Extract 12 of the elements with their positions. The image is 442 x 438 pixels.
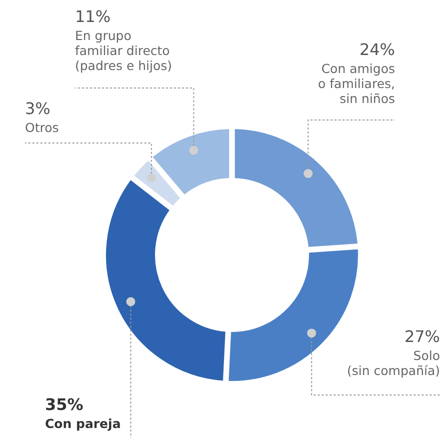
data-label: 24%: [359, 40, 395, 59]
data-label: 3%: [25, 99, 50, 118]
slice-label: Con amigos o familiares, sin niños: [318, 61, 395, 106]
slice-label: Otros: [25, 120, 59, 135]
data-label: 35%: [45, 395, 84, 414]
slice-label: Solo (sin compañía): [347, 348, 440, 378]
donut-slice: [150, 127, 232, 197]
data-label: 11%: [75, 7, 111, 26]
slice-label: En grupo familiar directo (padres e hijos): [75, 28, 172, 73]
data-label: 27%: [404, 327, 440, 346]
donut-slice: [132, 158, 183, 208]
slice-label: Con pareja: [45, 416, 121, 431]
